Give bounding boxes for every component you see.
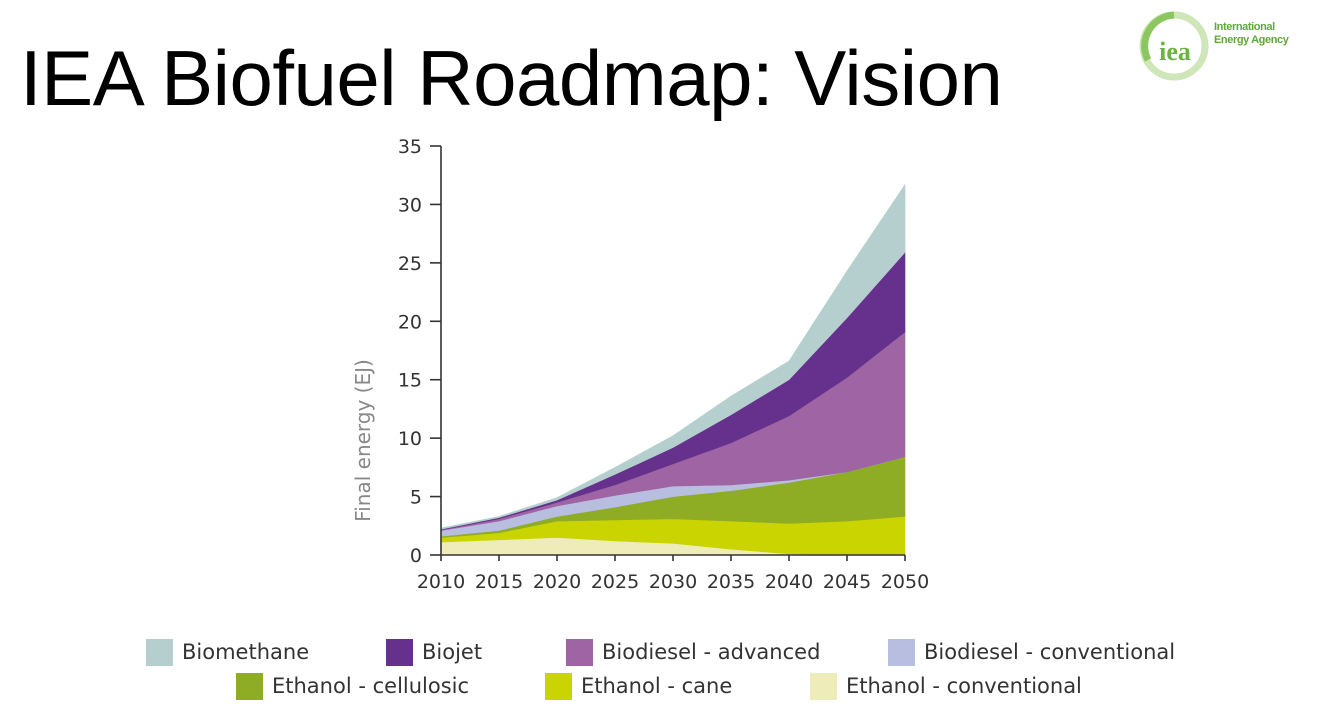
legend-swatch <box>236 672 263 700</box>
x-tick-label: 2040 <box>765 571 813 593</box>
legend-item-ethanol-cane: Ethanol - cane <box>545 671 732 701</box>
y-axis-ticks: 0 5 10 15 20 25 30 35 <box>398 136 441 567</box>
legend-label: Biomethane <box>182 640 310 664</box>
y-tick-label: 5 <box>410 487 422 509</box>
x-axis-ticks: 2010 2015 2020 2025 2030 2035 2040 2045 2050 <box>417 555 929 593</box>
legend-label: Ethanol - conventional <box>846 674 1082 698</box>
legend-swatch <box>386 638 413 666</box>
x-tick-label: 2025 <box>591 571 639 593</box>
x-tick-label: 2050 <box>881 571 929 593</box>
legend-item-biojet: Biojet <box>386 637 482 667</box>
legend-swatch <box>146 638 173 666</box>
legend-swatch <box>810 672 837 700</box>
logo-line-2: Energy Agency <box>1214 34 1289 46</box>
slide-title: IEA Biofuel Roadmap: Vision <box>20 34 1003 122</box>
x-tick-label: 2010 <box>417 571 465 593</box>
y-tick-label: 35 <box>398 136 422 158</box>
legend-label: Ethanol - cellulosic <box>272 674 470 698</box>
legend-item-biomethane: Biomethane <box>146 637 309 667</box>
legend-item-biodiesel-advanced: Biodiesel - advanced <box>566 637 820 667</box>
x-tick-label: 2030 <box>649 571 697 593</box>
legend-swatch <box>566 638 593 666</box>
legend-label: Biodiesel - conventional <box>924 640 1176 664</box>
y-tick-label: 30 <box>398 194 422 216</box>
y-tick-label: 0 <box>410 545 422 567</box>
logo-mark-text: iea <box>1159 37 1191 66</box>
legend-label: Biodiesel - advanced <box>602 640 821 664</box>
legend-item-ethanol-conventional: Ethanol - conventional <box>810 671 1082 701</box>
logo-line-1: International <box>1214 21 1275 33</box>
legend-item-ethanol-cellulosic: Ethanol - cellulosic <box>236 671 469 701</box>
x-tick-label: 2015 <box>475 571 523 593</box>
legend-item-biodiesel-conventional: Biodiesel - conventional <box>888 637 1175 667</box>
logo-text: International Energy Agency <box>1214 21 1289 47</box>
legend-label: Ethanol - cane <box>581 674 733 698</box>
y-tick-label: 20 <box>398 311 422 333</box>
x-tick-label: 2020 <box>533 571 581 593</box>
y-tick-label: 25 <box>398 253 422 275</box>
y-tick-label: 10 <box>398 428 422 450</box>
iea-logo: iea International Energy Agency <box>1136 8 1322 88</box>
y-tick-label: 15 <box>398 370 422 392</box>
legend-swatch <box>545 672 572 700</box>
y-axis-title: Final energy (EJ) <box>351 359 375 522</box>
x-tick-label: 2035 <box>707 571 755 593</box>
legend-swatch <box>888 638 915 666</box>
x-tick-label: 2045 <box>823 571 871 593</box>
area-layers <box>440 183 906 556</box>
legend-label: Biojet <box>422 640 483 664</box>
area-biomethane <box>440 183 906 530</box>
iea-logo-mark-icon: iea <box>1139 11 1209 81</box>
